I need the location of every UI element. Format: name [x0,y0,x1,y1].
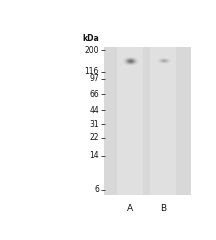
Text: B: B [160,204,167,213]
Bar [104,47,191,195]
Text: 31: 31 [89,120,99,129]
Text: A: A [127,204,133,213]
Text: 66: 66 [89,90,99,99]
Text: 116: 116 [85,67,99,76]
Text: 14: 14 [89,151,99,160]
Text: 6: 6 [94,185,99,194]
Text: 97: 97 [89,74,99,83]
Text: 22: 22 [89,133,99,142]
Text: 44: 44 [89,106,99,115]
Text: 200: 200 [84,46,99,54]
Text: kDa: kDa [82,34,99,42]
Bar [151,47,176,195]
Bar [117,47,143,195]
